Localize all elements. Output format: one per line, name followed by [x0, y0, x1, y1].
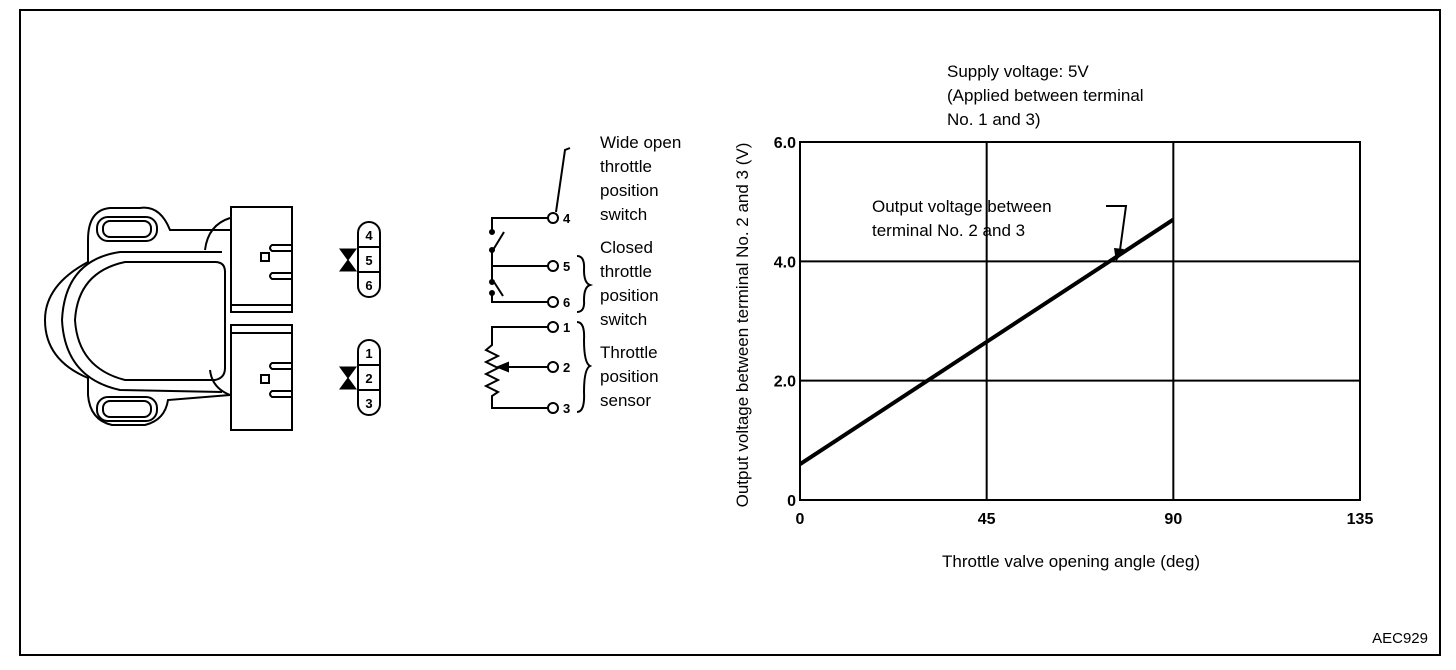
svg-text:throttle: throttle	[600, 262, 652, 281]
svg-text:sensor: sensor	[600, 391, 651, 410]
svg-text:terminal No. 2 and 3: terminal No. 2 and 3	[872, 221, 1025, 240]
figure-border	[19, 9, 1441, 656]
svg-text:Output voltage between: Output voltage between	[872, 197, 1052, 216]
connector-upper: 4 5 6	[339, 221, 381, 298]
terminal-label: 4	[563, 211, 571, 226]
circuit-schematic	[483, 147, 594, 414]
svg-text:position: position	[600, 367, 659, 386]
connector-lock-icon	[339, 366, 357, 390]
x-tick-label: 45	[978, 511, 996, 528]
terminal-label: 3	[563, 401, 570, 416]
y-tick-label: 0	[787, 493, 796, 510]
leader-line	[555, 147, 571, 213]
brace-closed	[576, 255, 594, 313]
y-tick-label: 6.0	[774, 135, 796, 152]
supply-note: Supply voltage: 5V (Applied between term…	[947, 62, 1144, 129]
brace-tps	[576, 321, 593, 413]
pin-label: 6	[365, 278, 372, 293]
closed-switch-label: Closed throttle position switch	[600, 238, 659, 329]
pin-label: 2	[365, 371, 372, 386]
y-tick-label: 2.0	[774, 374, 796, 391]
svg-text:throttle: throttle	[600, 157, 652, 176]
svg-text:position: position	[600, 286, 659, 305]
pin-label: 1	[365, 346, 372, 361]
svg-text:(Applied between terminal: (Applied between terminal	[947, 86, 1144, 105]
svg-text:Closed: Closed	[600, 238, 653, 257]
svg-text:Wide open: Wide open	[600, 133, 681, 152]
x-axis-label: Throttle valve opening angle (deg)	[942, 552, 1200, 571]
svg-text:Throttle: Throttle	[600, 343, 658, 362]
x-tick-label: 135	[1347, 511, 1374, 528]
terminal-label: 6	[563, 295, 570, 310]
terminal-label: 5	[563, 259, 570, 274]
svg-text:No. 1 and 3): No. 1 and 3)	[947, 110, 1041, 129]
figure-id: AEC929	[1372, 630, 1428, 647]
svg-text:switch: switch	[600, 205, 647, 224]
wot-switch-label: Wide open throttle position switch	[600, 133, 681, 224]
tps-label: Throttle position sensor	[600, 343, 659, 410]
annotation-arrowhead	[1114, 248, 1124, 262]
connector-lower: 1 2 3	[339, 339, 381, 416]
x-tick-label: 90	[1164, 511, 1182, 528]
annotation-leader	[1106, 205, 1128, 251]
pin-label: 5	[365, 253, 372, 268]
svg-text:switch: switch	[600, 310, 647, 329]
chart: 0 45 90 135 0 2.0 4.0 6.0	[774, 135, 1374, 528]
svg-text:position: position	[600, 181, 659, 200]
line-annotation: Output voltage between terminal No. 2 an…	[872, 197, 1052, 240]
connector-lock-icon	[339, 248, 357, 272]
terminal-label: 2	[563, 360, 570, 375]
terminal-label: 1	[563, 320, 570, 335]
pin-label: 3	[365, 396, 372, 411]
y-tick-label: 4.0	[774, 254, 796, 271]
plot-frame	[799, 141, 1361, 501]
series-line	[798, 217, 1175, 466]
y-axis-label: Output voltage between terminal No. 2 an…	[733, 143, 752, 508]
throttle-sensor-body-drawing	[43, 206, 293, 431]
x-tick-label: 0	[796, 511, 805, 528]
pin-label: 4	[365, 228, 373, 243]
svg-text:Supply voltage: 5V: Supply voltage: 5V	[947, 62, 1089, 81]
